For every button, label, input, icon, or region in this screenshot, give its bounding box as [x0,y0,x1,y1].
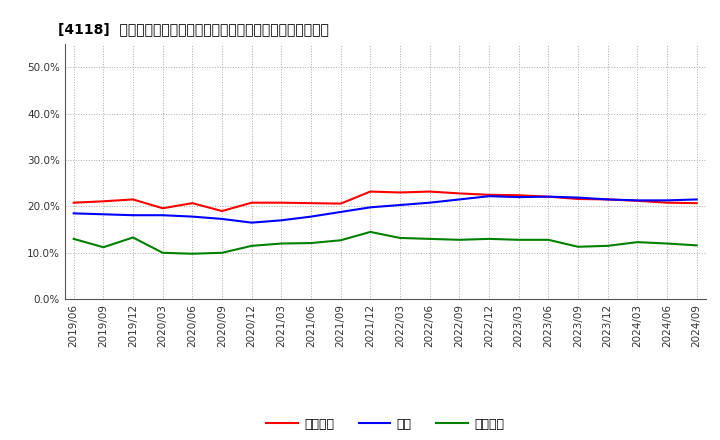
在庫 [69,211,78,216]
Line: 在庫: 在庫 [73,196,697,223]
売上債権 [129,197,138,202]
在庫 [455,197,464,202]
在庫 [277,218,286,223]
買入債務 [69,236,78,242]
在庫 [366,205,374,210]
買入債務 [455,237,464,242]
買入債務 [129,235,138,240]
在庫 [99,212,108,217]
売上債権 [248,200,256,205]
売上債権 [574,196,582,202]
買入債務 [396,235,405,241]
買入債務 [426,236,434,242]
Legend: 売上債権, 在庫, 買入債務: 売上債権, 在庫, 買入債務 [261,413,509,436]
在庫 [426,200,434,205]
買入債務 [277,241,286,246]
在庫 [574,195,582,200]
在庫 [129,213,138,218]
売上債権 [307,201,315,206]
在庫 [396,202,405,208]
売上債権 [662,200,671,205]
在庫 [485,194,493,199]
売上債権 [188,201,197,206]
買入債務 [603,243,612,249]
在庫 [188,214,197,219]
在庫 [248,220,256,225]
売上債権 [455,191,464,196]
買入債務 [544,237,553,242]
買入債務 [248,243,256,249]
在庫 [514,194,523,200]
売上債権 [99,198,108,204]
買入債務 [188,251,197,257]
在庫 [633,198,642,203]
在庫 [693,197,701,202]
売上債権 [158,205,167,211]
買入債務 [662,241,671,246]
在庫 [336,209,345,215]
在庫 [662,198,671,203]
買入債務 [693,243,701,248]
買入債務 [633,239,642,245]
売上債権 [277,200,286,205]
売上債権 [336,201,345,206]
売上債権 [693,201,701,206]
在庫 [158,213,167,218]
売上債権 [603,197,612,202]
買入債務 [574,244,582,249]
買入債務 [485,236,493,242]
在庫 [603,197,612,202]
買入債務 [307,240,315,246]
買入債務 [158,250,167,256]
売上債権 [514,193,523,198]
売上債権 [69,200,78,205]
在庫 [544,194,553,199]
Line: 売上債権: 売上債権 [73,191,697,211]
Text: [4118]  売上債権、在庫、買入債務の総資産に対する比率の推移: [4118] 売上債権、在庫、買入債務の総資産に対する比率の推移 [58,22,329,36]
買入債務 [366,229,374,235]
売上債権 [485,192,493,198]
買入債務 [217,250,226,256]
買入債務 [99,245,108,250]
Line: 買入債務: 買入債務 [73,232,697,254]
売上債権 [217,209,226,214]
売上債権 [544,194,553,199]
在庫 [307,214,315,219]
買入債務 [336,238,345,243]
在庫 [217,216,226,222]
売上債権 [366,189,374,194]
売上債権 [426,189,434,194]
売上債権 [633,198,642,203]
売上債権 [396,190,405,195]
買入債務 [514,237,523,242]
